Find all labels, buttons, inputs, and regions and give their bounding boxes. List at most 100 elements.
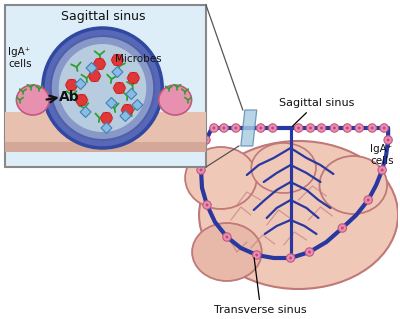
- Circle shape: [309, 127, 312, 130]
- Circle shape: [93, 62, 97, 66]
- Polygon shape: [86, 63, 97, 73]
- Polygon shape: [101, 122, 112, 133]
- Polygon shape: [132, 100, 143, 110]
- Circle shape: [118, 54, 122, 58]
- Circle shape: [286, 254, 295, 262]
- Circle shape: [66, 79, 77, 91]
- Circle shape: [112, 55, 123, 65]
- Circle shape: [305, 248, 314, 256]
- Circle shape: [268, 124, 277, 132]
- Circle shape: [88, 74, 92, 78]
- Circle shape: [134, 80, 138, 84]
- Circle shape: [333, 127, 336, 130]
- Circle shape: [128, 112, 132, 116]
- Circle shape: [72, 79, 76, 83]
- Circle shape: [210, 124, 218, 132]
- Circle shape: [226, 235, 228, 239]
- Circle shape: [255, 254, 258, 256]
- Circle shape: [204, 138, 208, 142]
- Circle shape: [100, 66, 104, 70]
- Circle shape: [95, 66, 99, 70]
- Circle shape: [220, 124, 228, 132]
- Circle shape: [126, 76, 130, 80]
- Circle shape: [200, 168, 202, 172]
- Circle shape: [120, 90, 124, 94]
- Circle shape: [65, 83, 69, 87]
- Circle shape: [368, 124, 376, 132]
- Circle shape: [101, 113, 112, 123]
- Circle shape: [271, 127, 274, 130]
- Circle shape: [115, 90, 119, 94]
- Text: Sagittal sinus: Sagittal sinus: [61, 10, 146, 23]
- Text: Microbes: Microbes: [116, 54, 162, 64]
- Circle shape: [289, 256, 292, 259]
- Circle shape: [223, 233, 231, 241]
- Circle shape: [100, 58, 104, 62]
- Circle shape: [234, 127, 237, 130]
- Circle shape: [371, 127, 374, 130]
- Circle shape: [252, 251, 261, 259]
- Text: IgA⁺
cells: IgA⁺ cells: [370, 144, 394, 166]
- Circle shape: [51, 36, 154, 140]
- Circle shape: [59, 44, 146, 132]
- Circle shape: [122, 105, 133, 115]
- Circle shape: [294, 124, 303, 132]
- Circle shape: [67, 87, 71, 91]
- Bar: [5, 142, 206, 152]
- Text: Ab: Ab: [59, 90, 80, 104]
- Circle shape: [102, 120, 106, 124]
- Circle shape: [129, 72, 133, 76]
- Circle shape: [122, 86, 126, 90]
- Circle shape: [384, 136, 392, 144]
- Circle shape: [100, 116, 104, 120]
- Circle shape: [95, 78, 99, 82]
- Circle shape: [378, 166, 386, 174]
- Circle shape: [111, 58, 115, 62]
- Circle shape: [364, 196, 372, 204]
- Circle shape: [134, 72, 138, 76]
- Circle shape: [95, 70, 99, 74]
- Polygon shape: [112, 66, 123, 78]
- Ellipse shape: [320, 156, 387, 214]
- Circle shape: [43, 28, 162, 148]
- Circle shape: [343, 124, 352, 132]
- Circle shape: [381, 168, 384, 172]
- Circle shape: [346, 127, 349, 130]
- Circle shape: [123, 104, 127, 108]
- Circle shape: [320, 127, 323, 130]
- Polygon shape: [80, 107, 91, 117]
- Circle shape: [76, 94, 87, 106]
- Circle shape: [89, 70, 100, 81]
- Circle shape: [358, 127, 361, 130]
- Circle shape: [202, 136, 210, 144]
- Text: Transverse sinus: Transverse sinus: [214, 258, 307, 315]
- Ellipse shape: [185, 147, 257, 209]
- Circle shape: [128, 104, 132, 108]
- Circle shape: [383, 127, 386, 130]
- Circle shape: [123, 112, 127, 116]
- Circle shape: [82, 102, 86, 106]
- Circle shape: [72, 87, 76, 91]
- Circle shape: [67, 79, 71, 83]
- Bar: [5, 112, 206, 142]
- Circle shape: [74, 83, 78, 87]
- Circle shape: [212, 127, 216, 130]
- Polygon shape: [126, 88, 137, 100]
- Circle shape: [102, 62, 106, 66]
- Circle shape: [136, 76, 140, 80]
- Polygon shape: [75, 78, 86, 90]
- Polygon shape: [120, 110, 131, 122]
- Circle shape: [120, 58, 124, 62]
- Circle shape: [115, 82, 119, 86]
- Circle shape: [317, 124, 326, 132]
- Circle shape: [129, 80, 133, 84]
- Text: Sagittal sinus: Sagittal sinus: [279, 98, 354, 126]
- Circle shape: [77, 94, 81, 98]
- Circle shape: [380, 124, 388, 132]
- Circle shape: [203, 201, 211, 209]
- Circle shape: [113, 86, 117, 90]
- Circle shape: [206, 204, 208, 206]
- Circle shape: [113, 62, 117, 66]
- Ellipse shape: [251, 143, 316, 193]
- Circle shape: [355, 124, 364, 132]
